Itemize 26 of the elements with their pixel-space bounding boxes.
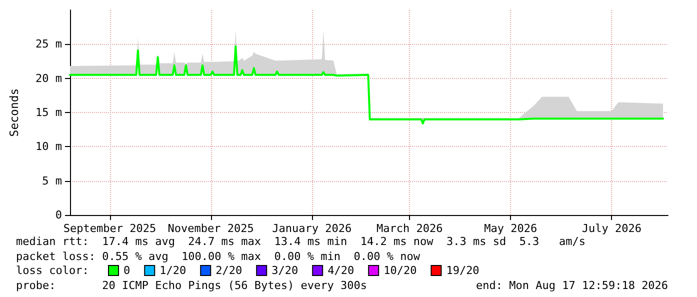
x-tick-label: January 2026 — [272, 222, 352, 235]
legend-label: 19/20 — [446, 264, 480, 277]
text: packet loss: 0.55 % avg 100.00 % max 0.00 % min 0.00 % now — [16, 250, 420, 263]
y-tick-label: 25 m — [36, 38, 62, 51]
x-tick-label: July 2026 — [582, 222, 642, 235]
y-tick-label: 10 m — [36, 140, 62, 154]
legend-label: 2/20 — [216, 264, 242, 277]
x-tick-label: March 2026 — [376, 222, 443, 235]
legend-label: 1/20 — [160, 264, 186, 277]
x-tick-label: November 2025 — [168, 222, 254, 235]
text: probe: 20 ICMP Echo Pings (56 Bytes) every 300s — [16, 279, 367, 292]
legend-title: loss color: — [16, 264, 89, 277]
text: end: Mon Aug 17 12:59:18 2026 — [476, 279, 668, 292]
legend-label: 10/20 — [384, 264, 417, 277]
line-series — [69, 45, 664, 124]
y-tick-label: 20 m — [36, 72, 62, 85]
legend-label: 0 — [124, 264, 130, 277]
y-tick-label: 15 m — [36, 106, 62, 119]
text: median rtt: 17.4 ms avg 24.7 ms max 13.4 ms min 14.2 ms now 3.3 ms sd 5.3 am/s — [16, 235, 586, 248]
legend-label: 4/20 — [328, 264, 354, 277]
x-tick-label: May 2026 — [484, 222, 538, 235]
legend-label: 3/20 — [272, 264, 298, 277]
y-tick-label: 0 — [55, 208, 62, 222]
x-tick-label: September 2025 — [63, 222, 156, 235]
y-axis-title: Seconds — [7, 88, 21, 137]
y-tick-label: 5 m — [42, 174, 62, 188]
